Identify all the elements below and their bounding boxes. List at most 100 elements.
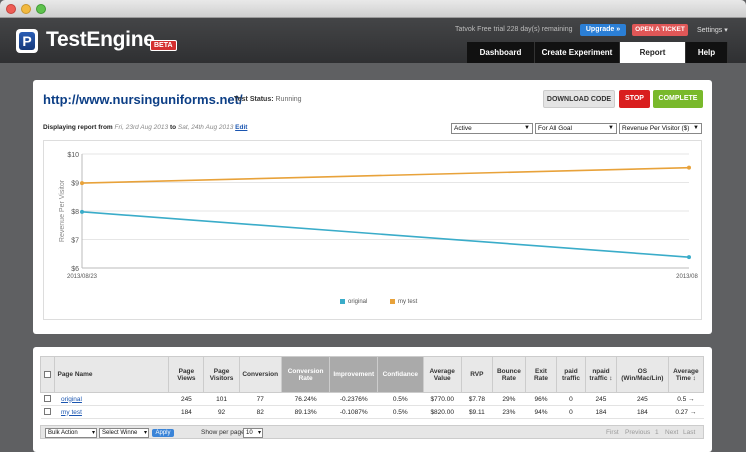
trial-info: Tatvok Free trial 228 day(s) remaining xyxy=(455,26,573,33)
tab-report[interactable]: Report xyxy=(620,42,686,63)
row-checkbox[interactable] xyxy=(44,395,52,403)
row-checkbox[interactable] xyxy=(44,408,52,416)
y-tick-label: $9 xyxy=(71,181,79,188)
table-cell: 0.5% xyxy=(377,405,424,419)
metric-filter-value: Revenue Per Visitor ($) xyxy=(622,125,690,132)
stop-button[interactable]: STOP xyxy=(619,90,650,108)
col-confidance[interactable]: Confidance xyxy=(377,356,424,393)
bulk-action-select[interactable]: Bulk Action ▾ xyxy=(45,428,97,438)
table-cell: 184 xyxy=(616,405,669,419)
legend-my-test: my test xyxy=(390,299,417,305)
window-titlebar xyxy=(0,0,746,18)
table-cell: 101 xyxy=(203,392,240,406)
table-cell: $7.78 xyxy=(461,392,493,406)
chevron-down-icon: ▼ xyxy=(693,125,699,131)
goal-filter-select[interactable]: For All Goal ▼ xyxy=(535,123,617,134)
col-paid-traffic[interactable]: paid traffic xyxy=(556,356,586,393)
table-footer: Bulk Action ▾ Select Winne ▾ Apply Show pe… xyxy=(40,425,704,439)
pager-next[interactable]: Next xyxy=(665,429,679,436)
col-page-views[interactable]: Page Views xyxy=(168,356,205,393)
edit-date-link[interactable]: Edit xyxy=(235,124,248,131)
col-improvement[interactable]: Improvement xyxy=(329,356,379,393)
select-all-checkbox[interactable] xyxy=(44,370,52,378)
tab-help[interactable]: Help xyxy=(686,42,728,63)
upgrade-button[interactable]: Upgrade » xyxy=(580,24,626,36)
col-conversion[interactable]: Conversion xyxy=(238,356,282,393)
per-page-value: 10 xyxy=(246,430,253,436)
y-axis-title: Revenue Per Visitor xyxy=(59,179,66,242)
table-cell: 82 xyxy=(239,405,282,419)
x-tick-label: 2013/08/23 xyxy=(67,274,98,280)
table-cell: 77 xyxy=(239,392,282,406)
chevron-down-icon: ▼ xyxy=(524,125,530,131)
table-cell: 184 xyxy=(168,405,204,419)
row-select-cell xyxy=(40,392,55,406)
col-average-value[interactable]: Average Value xyxy=(422,356,462,393)
select-winner-select[interactable]: Select Winne ▾ xyxy=(99,428,149,438)
table-row: original 245 101 77 76.24% -0.2376% 0.5%… xyxy=(40,392,704,406)
bulk-action-value: Bulk Action xyxy=(48,430,78,436)
table-cell: 245 xyxy=(616,392,669,406)
apply-button[interactable]: Apply xyxy=(152,429,174,437)
data-point-my-test xyxy=(80,181,84,186)
y-tick-label: $8 xyxy=(71,209,79,216)
table-cell: $770.00 xyxy=(423,392,462,406)
table-cell: 245 xyxy=(585,392,617,406)
tab-create-experiment[interactable]: Create Experiment xyxy=(535,42,620,63)
data-point-my-test xyxy=(687,165,691,170)
legend-label-original: original xyxy=(348,299,368,306)
status-filter-select[interactable]: Active ▼ xyxy=(451,123,533,134)
close-window-button[interactable] xyxy=(6,4,16,14)
show-per-page-label: Show per page xyxy=(201,429,245,436)
per-page-select[interactable]: 10 ▾ xyxy=(243,428,263,438)
series-line-my-test xyxy=(81,166,690,184)
complete-button[interactable]: COMPLETE xyxy=(653,90,703,108)
page-name-link[interactable]: original xyxy=(60,395,82,403)
col-page-visitors[interactable]: Page Visitors xyxy=(203,356,240,393)
settings-menu[interactable]: Settings ▾ xyxy=(697,27,728,34)
col-average-time[interactable]: Average Time ↕ xyxy=(667,356,705,393)
legend-swatch-original xyxy=(340,299,345,304)
logo-icon: P xyxy=(16,29,38,53)
col-rvp[interactable]: RVP xyxy=(460,356,493,393)
legend-original: original xyxy=(340,299,367,305)
col-exit-rate[interactable]: Exit Rate xyxy=(524,356,558,393)
select-all-header xyxy=(39,356,56,393)
tab-dashboard[interactable]: Dashboard xyxy=(467,42,535,63)
pager-first[interactable]: First xyxy=(606,429,619,436)
download-code-button[interactable]: DOWNLOAD CODE xyxy=(543,90,615,108)
data-point-original xyxy=(80,209,84,214)
col-bounce-rate[interactable]: Bounce Rate xyxy=(491,356,526,393)
minimize-window-button[interactable] xyxy=(21,4,31,14)
table-cell: $9.11 xyxy=(461,405,493,419)
chevron-down-icon: ▾ xyxy=(257,430,261,436)
chevron-down-icon: ▾ xyxy=(143,430,147,436)
goal-filter-value: For All Goal xyxy=(538,125,572,132)
brand-name: TestEngine xyxy=(46,28,155,51)
open-ticket-button[interactable]: OPEN A TICKET xyxy=(632,24,688,36)
col-os[interactable]: OS (Win/Mac/Lin) xyxy=(616,356,669,393)
table-cell: 0.27 → xyxy=(668,405,704,419)
table-cell: 94% xyxy=(525,405,557,419)
maximize-window-button[interactable] xyxy=(36,4,46,14)
beta-badge: BETA xyxy=(150,40,177,51)
chevron-down-icon: ▾ xyxy=(91,430,95,436)
col-npaid-traffic[interactable]: npaid traffic ↕ xyxy=(584,356,618,393)
experiment-url[interactable]: http://www.nursinguniforms.net/ xyxy=(43,92,243,107)
from-date: Fri, 23rd Aug 2013 xyxy=(114,124,169,131)
pager-last[interactable]: Last xyxy=(683,429,696,436)
report-date-range: Displaying report from Fri, 23rd Aug 201… xyxy=(43,124,247,131)
page-name-link[interactable]: my test xyxy=(60,408,82,416)
col-conversion-rate[interactable]: Conversion Rate xyxy=(280,356,331,393)
legend-label-my-test: my test xyxy=(398,299,418,306)
metric-filter-select[interactable]: Revenue Per Visitor ($) ▼ xyxy=(619,123,702,134)
legend-swatch-my-test xyxy=(390,299,395,304)
table-cell: -0.2376% xyxy=(329,392,378,406)
table-cell: 0 xyxy=(556,405,586,419)
col-page-name[interactable]: Page Name xyxy=(54,356,170,393)
pager-previous[interactable]: Previous xyxy=(625,429,651,436)
table-cell: 0.5 → xyxy=(668,392,704,406)
revenue-line-chart: $6 $7 $8 $9 $10 Revenue Per Visitor 2013/08/23… xyxy=(59,152,699,280)
table-cell: 184 xyxy=(585,405,617,419)
pager-page-1[interactable]: 1 xyxy=(655,429,659,436)
